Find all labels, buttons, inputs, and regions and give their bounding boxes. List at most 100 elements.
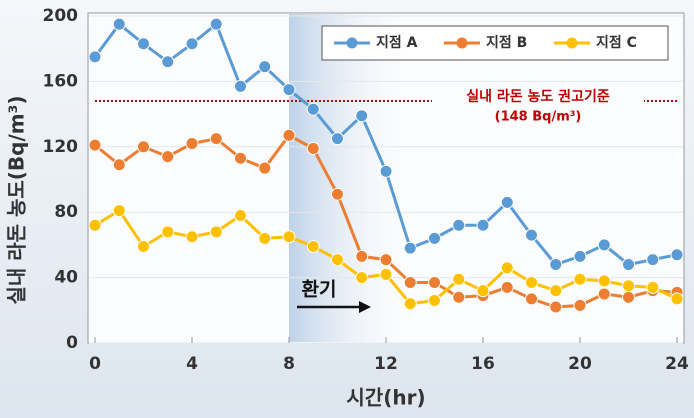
data-point	[379, 267, 393, 281]
data-point	[549, 258, 563, 272]
legend-marker	[456, 37, 468, 49]
y-tick-label: 80	[54, 202, 78, 222]
data-point	[646, 280, 660, 294]
legend-marker	[566, 37, 578, 49]
y-axis-label: 실내 라돈 농도(Bq/m³)	[5, 95, 29, 304]
y-tick-label: 160	[43, 71, 79, 91]
y-tick-label: 40	[54, 268, 78, 288]
y-tick-label: 200	[43, 6, 79, 26]
data-point	[185, 230, 199, 244]
data-point	[161, 55, 175, 69]
data-point	[209, 132, 223, 146]
reference-label-bg	[432, 86, 644, 128]
data-point	[161, 150, 175, 164]
data-point	[670, 292, 684, 306]
data-point	[597, 287, 611, 301]
data-point	[185, 37, 199, 51]
reference-label: 실내 라돈 농도 권고기준	[466, 89, 610, 105]
data-point	[622, 279, 635, 293]
reference-sublabel: (148 Bq/m³)	[495, 110, 582, 125]
x-tick-label: 16	[471, 354, 495, 374]
data-point	[622, 258, 635, 272]
x-axis-label: 시간(hr)	[346, 386, 425, 410]
legend-label: 지점 A	[376, 34, 418, 51]
data-point	[597, 274, 611, 288]
data-point	[234, 79, 247, 93]
data-point	[88, 218, 102, 232]
data-point	[209, 17, 223, 31]
data-point	[258, 60, 272, 74]
data-point	[670, 248, 684, 262]
data-point	[452, 290, 466, 304]
y-tick-label: 120	[43, 137, 79, 157]
data-point	[234, 151, 247, 165]
data-point	[646, 253, 660, 267]
data-point	[355, 271, 369, 285]
data-point	[622, 290, 635, 304]
data-point	[428, 276, 441, 290]
x-tick-label: 8	[283, 354, 295, 374]
data-point	[379, 164, 393, 178]
data-point	[137, 240, 150, 254]
legend-label: 지점 B	[486, 34, 527, 51]
data-point	[403, 241, 417, 255]
data-point	[209, 225, 223, 239]
data-point	[161, 225, 175, 239]
data-point	[549, 284, 563, 298]
data-point	[525, 292, 538, 306]
data-point	[282, 83, 296, 97]
data-point	[258, 231, 272, 245]
x-tick-label: 20	[568, 354, 592, 374]
data-point	[112, 204, 126, 218]
data-point	[428, 293, 441, 307]
data-point	[258, 161, 272, 175]
data-point	[525, 228, 538, 242]
data-point	[355, 109, 369, 123]
data-point	[500, 280, 514, 294]
data-point	[403, 297, 417, 311]
annotation-arrowhead	[359, 301, 371, 313]
data-point	[403, 276, 417, 290]
data-point	[88, 138, 102, 152]
data-point	[306, 240, 320, 254]
data-point	[573, 272, 587, 286]
data-point	[282, 128, 296, 142]
y-tick-label: 0	[66, 333, 78, 353]
data-point	[597, 238, 611, 252]
x-tick-label: 12	[374, 354, 398, 374]
x-tick-label: 24	[665, 354, 689, 374]
data-point	[379, 253, 393, 267]
data-point	[452, 218, 466, 232]
data-point	[306, 102, 320, 116]
data-point	[234, 208, 247, 222]
data-point	[137, 140, 150, 154]
data-point	[500, 195, 514, 209]
legend-label: 지점 C	[596, 34, 637, 51]
data-point	[549, 300, 563, 314]
data-point	[573, 298, 587, 312]
data-point	[476, 284, 490, 298]
x-tick-label: 0	[89, 354, 101, 374]
data-point	[331, 187, 344, 201]
data-point	[428, 231, 441, 245]
legend-box	[321, 25, 669, 61]
data-point	[112, 17, 126, 31]
data-point	[331, 132, 344, 146]
data-point	[112, 158, 126, 172]
x-tick-label: 4	[186, 354, 198, 374]
data-point	[185, 137, 199, 151]
data-point	[137, 37, 150, 51]
data-point	[452, 272, 466, 286]
data-point	[306, 141, 320, 155]
data-point	[573, 249, 587, 263]
data-point	[88, 50, 102, 64]
data-point	[500, 261, 514, 275]
annotation-label: 환기	[302, 279, 337, 301]
data-point	[476, 218, 490, 232]
data-point	[525, 276, 538, 290]
data-point	[331, 253, 344, 267]
data-point	[282, 230, 296, 244]
data-point	[355, 249, 369, 263]
legend-marker	[346, 37, 358, 49]
